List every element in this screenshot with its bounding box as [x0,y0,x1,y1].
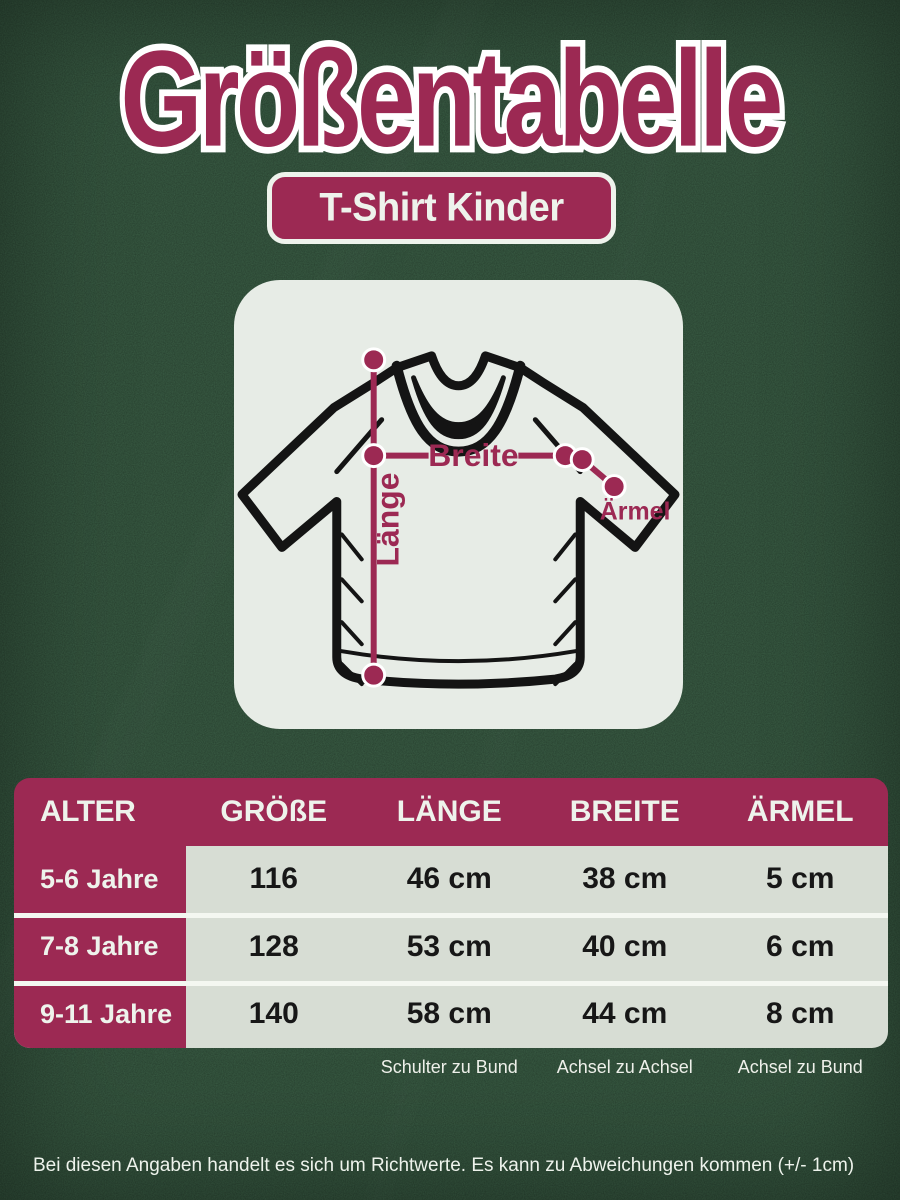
svg-text:Breite: Breite [428,437,518,473]
svg-text:Ärmel: Ärmel [600,497,671,525]
svg-text:Länge: Länge [370,472,406,566]
